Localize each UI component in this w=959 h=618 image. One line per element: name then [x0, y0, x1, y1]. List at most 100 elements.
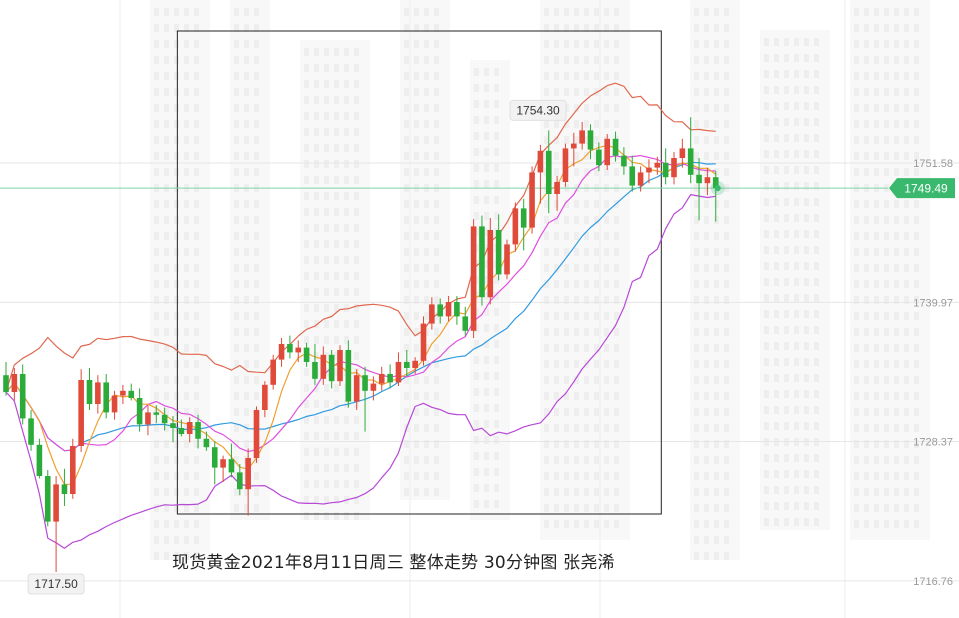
bg-window: [234, 392, 239, 400]
bg-window: [254, 24, 259, 32]
bg-window: [904, 232, 909, 240]
bg-window: [184, 296, 189, 304]
bg-window: [594, 40, 599, 48]
bg-window: [314, 480, 319, 488]
bg-window: [784, 150, 789, 158]
candle: [337, 345, 343, 386]
bg-window: [314, 112, 319, 120]
bg-window: [694, 552, 699, 560]
bg-window: [344, 176, 349, 184]
bg-window: [424, 472, 429, 480]
bg-window: [414, 72, 419, 80]
bg-window: [784, 246, 789, 254]
bg-window: [174, 8, 179, 16]
bg-window: [594, 504, 599, 512]
bg-window: [404, 264, 409, 272]
bg-window: [194, 280, 199, 288]
bg-window: [714, 488, 719, 496]
bg-window: [564, 472, 569, 480]
candle-body: [345, 350, 352, 402]
bg-window: [724, 200, 729, 208]
bg-window: [194, 440, 199, 448]
bg-window: [494, 292, 499, 300]
bg-window: [584, 328, 589, 336]
bg-window: [434, 456, 439, 464]
bg-window: [184, 248, 189, 256]
bg-window: [714, 248, 719, 256]
bg-window: [314, 432, 319, 440]
bg-window: [704, 472, 709, 480]
bg-window: [314, 160, 319, 168]
bg-window: [764, 54, 769, 62]
bg-window: [614, 88, 619, 96]
bg-window: [724, 424, 729, 432]
bg-window: [574, 360, 579, 368]
bg-window: [314, 496, 319, 504]
bg-window: [874, 280, 879, 288]
bg-window: [554, 344, 559, 352]
bg-window: [724, 504, 729, 512]
bg-window: [704, 344, 709, 352]
bg-window: [304, 336, 309, 344]
bg-window: [604, 280, 609, 288]
bg-window: [864, 392, 869, 400]
bg-window: [304, 400, 309, 408]
bg-window: [864, 440, 869, 448]
bg-window: [884, 456, 889, 464]
bg-window: [474, 84, 479, 92]
bg-window: [244, 72, 249, 80]
bg-window: [704, 216, 709, 224]
bg-window: [774, 406, 779, 414]
bg-window: [864, 120, 869, 128]
bg-window: [884, 328, 889, 336]
bg-window: [544, 136, 549, 144]
bg-window: [804, 358, 809, 366]
bg-window: [324, 80, 329, 88]
bg-window: [864, 344, 869, 352]
bg-window: [724, 152, 729, 160]
bg-window: [794, 470, 799, 478]
candle-body: [220, 459, 226, 468]
bg-window: [704, 360, 709, 368]
bg-window: [814, 134, 819, 142]
bg-window: [254, 232, 259, 240]
bg-window: [694, 536, 699, 544]
bg-window: [564, 280, 569, 288]
bg-window: [484, 388, 489, 396]
bg-window: [434, 88, 439, 96]
bg-window: [894, 248, 899, 256]
bg-window: [814, 422, 819, 430]
bg-window: [584, 488, 589, 496]
bg-window: [434, 280, 439, 288]
bg-window: [164, 56, 169, 64]
bg-window: [574, 312, 579, 320]
bg-window: [894, 360, 899, 368]
bg-window: [594, 312, 599, 320]
bg-window: [484, 68, 489, 76]
bg-window: [774, 54, 779, 62]
bg-window: [784, 326, 789, 334]
bg-window: [494, 388, 499, 396]
bg-window: [864, 376, 869, 384]
bg-window: [184, 40, 189, 48]
bg-window: [694, 280, 699, 288]
candle-body: [495, 230, 502, 275]
bg-window: [724, 344, 729, 352]
bg-window: [244, 296, 249, 304]
bg-window: [304, 240, 309, 248]
bg-window: [694, 328, 699, 336]
bg-window: [434, 344, 439, 352]
bg-window: [434, 120, 439, 128]
bg-window: [234, 360, 239, 368]
bg-window: [574, 520, 579, 528]
bg-window: [254, 472, 259, 480]
bg-window: [724, 376, 729, 384]
bg-window: [784, 390, 789, 398]
bg-window: [574, 88, 579, 96]
bg-window: [414, 152, 419, 160]
bg-window: [574, 376, 579, 384]
bg-window: [324, 336, 329, 344]
bg-window: [554, 200, 559, 208]
bg-window: [794, 390, 799, 398]
bg-window: [874, 360, 879, 368]
